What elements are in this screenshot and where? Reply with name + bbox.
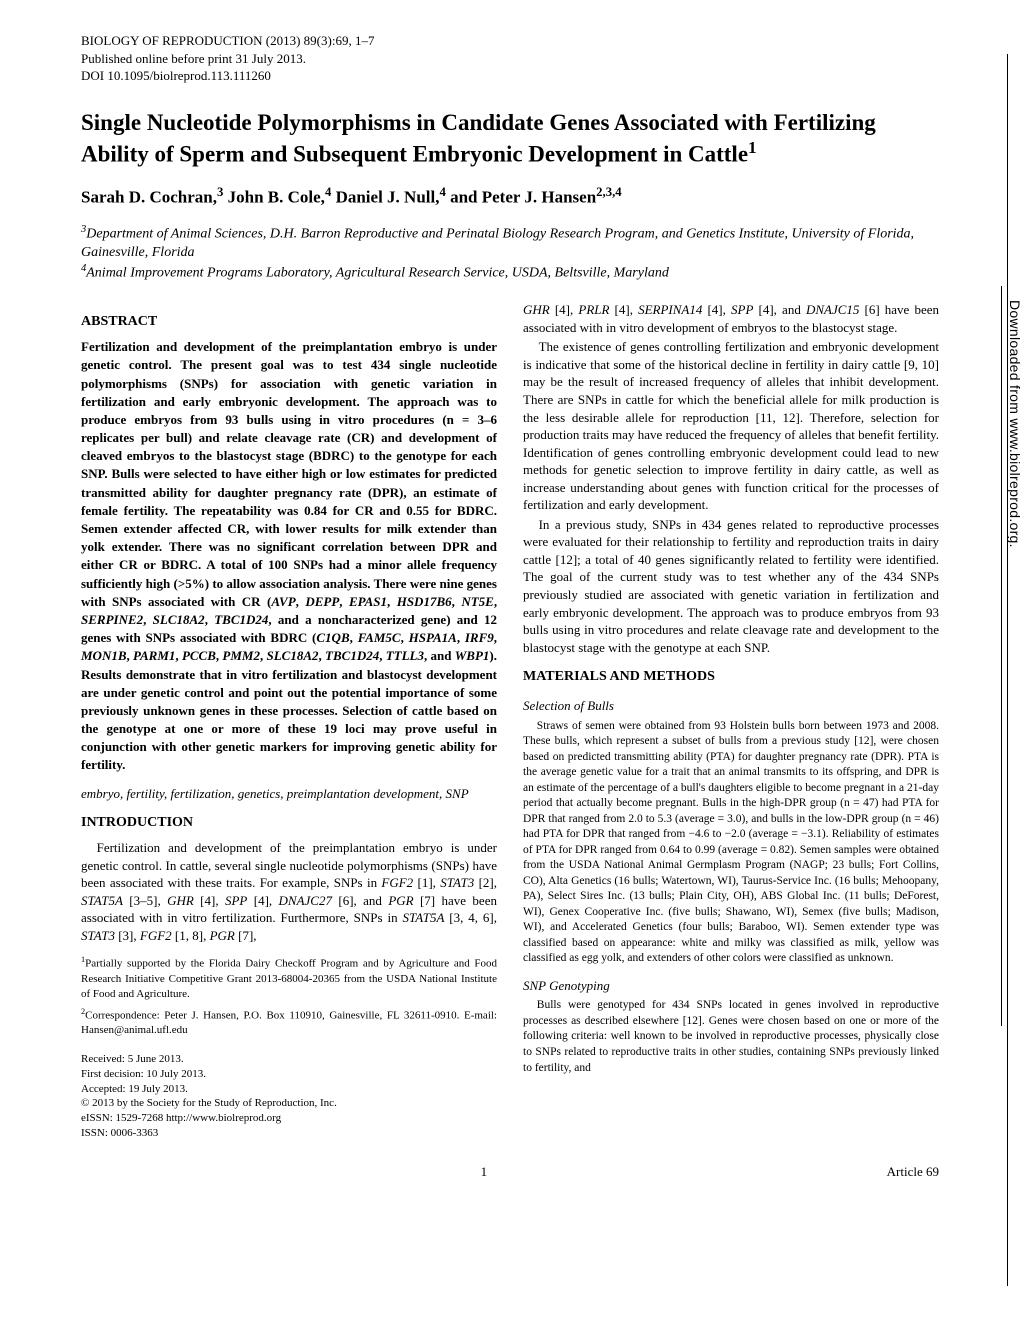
right-column: GHR [4], PRLR [4], SERPINA14 [4], SPP [4…	[523, 301, 939, 1141]
article-dates: Received: 5 June 2013. First decision: 1…	[81, 1052, 497, 1141]
download-watermark: Downloaded from www.biolreprod.org.	[1005, 300, 1020, 548]
snp-genotyping-heading: SNP Genotyping	[523, 977, 939, 995]
page-footer: 1 Article 69	[81, 1163, 939, 1181]
pub-date-line: Published online before print 31 July 20…	[81, 50, 939, 68]
margin-rule-inner	[1001, 286, 1002, 1026]
snp-paragraph: Bulls were genotyped for 434 SNPs locate…	[523, 998, 939, 1076]
footnote-correspondence: 2Correspondence: Peter J. Hansen, P.O. B…	[81, 1006, 497, 1038]
journal-meta: BIOLOGY OF REPRODUCTION (2013) 89(3):69,…	[81, 32, 939, 85]
accepted-date: Accepted: 19 July 2013.	[81, 1082, 497, 1097]
keywords: embryo, fertility, fertilization, geneti…	[81, 785, 497, 803]
intro-paragraph-3: The existence of genes controlling ferti…	[523, 338, 939, 513]
page-number: 1	[481, 1163, 488, 1181]
footnotes-block: 1Partially supported by the Florida Dair…	[81, 954, 497, 1038]
title-footnote-marker: 1	[748, 138, 757, 157]
copyright-line: © 2013 by the Society for the Study of R…	[81, 1096, 497, 1111]
article-number: Article 69	[887, 1163, 939, 1181]
article-title: Single Nucleotide Polymorphisms in Candi…	[81, 109, 939, 170]
intro-paragraph-2: GHR [4], PRLR [4], SERPINA14 [4], SPP [4…	[523, 301, 939, 336]
author-list: Sarah D. Cochran,3 John B. Cole,4 Daniel…	[81, 184, 939, 210]
intro-paragraph-1: Fertilization and development of the pre…	[81, 839, 497, 944]
received-date: Received: 5 June 2013.	[81, 1052, 497, 1067]
affiliations: 3Department of Animal Sciences, D.H. Bar…	[81, 223, 939, 283]
margin-rule-outer	[1007, 54, 1008, 1286]
abstract-text: Fertilization and development of the pre…	[81, 338, 497, 775]
page-container: BIOLOGY OF REPRODUCTION (2013) 89(3):69,…	[41, 0, 979, 1201]
abstract-heading: ABSTRACT	[81, 313, 497, 332]
issn-line: ISSN: 0006-3363	[81, 1126, 497, 1141]
doi-line: DOI 10.1095/biolreprod.113.111260	[81, 67, 939, 85]
journal-line: BIOLOGY OF REPRODUCTION (2013) 89(3):69,…	[81, 32, 939, 50]
footnote-funding: 1Partially supported by the Florida Dair…	[81, 954, 497, 1001]
affiliation-3: 3Department of Animal Sciences, D.H. Bar…	[81, 223, 939, 262]
first-decision-date: First decision: 10 July 2013.	[81, 1067, 497, 1082]
materials-methods-heading: MATERIALS AND METHODS	[523, 668, 939, 687]
eissn-line: eISSN: 1529-7268 http://www.biolreprod.o…	[81, 1111, 497, 1126]
affiliation-4: 4Animal Improvement Programs Laboratory,…	[81, 262, 939, 283]
intro-paragraph-4: In a previous study, SNPs in 434 genes r…	[523, 516, 939, 656]
selection-of-bulls-heading: Selection of Bulls	[523, 697, 939, 715]
two-column-body: ABSTRACT Fertilization and development o…	[81, 301, 939, 1141]
left-column: ABSTRACT Fertilization and development o…	[81, 301, 497, 1141]
bulls-paragraph: Straws of semen were obtained from 93 Ho…	[523, 719, 939, 967]
introduction-heading: INTRODUCTION	[81, 814, 497, 833]
